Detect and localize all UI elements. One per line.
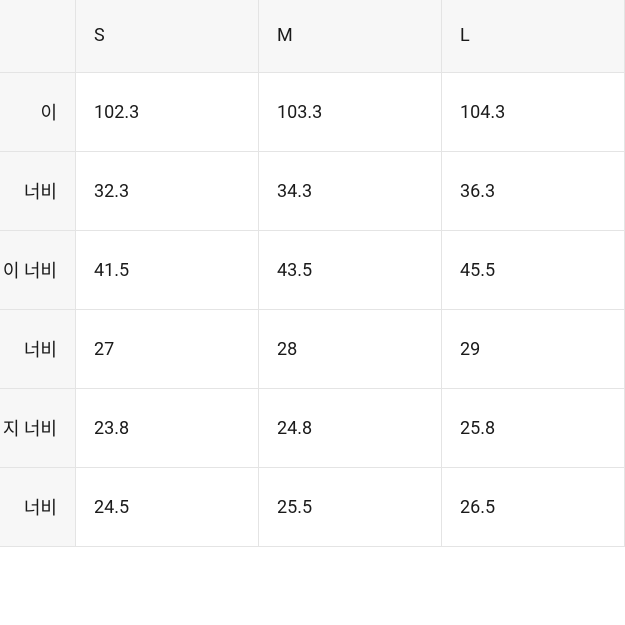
row-label: 너비 (0, 468, 76, 547)
size-chart-table: S M L 이 102.3 103.3 104.3 너비 32.3 34.3 3… (0, 0, 625, 547)
table-row: 너비 27 28 29 (0, 310, 625, 389)
cell-value: 27 (76, 310, 259, 389)
cell-value: 104.3 (442, 73, 625, 152)
header-size-m: M (259, 0, 442, 73)
header-blank (0, 0, 76, 73)
cell-value: 23.8 (76, 389, 259, 468)
row-label: 지 너비 (0, 389, 76, 468)
table-row: 지 너비 23.8 24.8 25.8 (0, 389, 625, 468)
cell-value: 36.3 (442, 152, 625, 231)
header-size-l: L (442, 0, 625, 73)
cell-value: 28 (259, 310, 442, 389)
cell-value: 26.5 (442, 468, 625, 547)
table-row: 너비 24.5 25.5 26.5 (0, 468, 625, 547)
cell-value: 41.5 (76, 231, 259, 310)
cell-value: 32.3 (76, 152, 259, 231)
table-row: 이 102.3 103.3 104.3 (0, 73, 625, 152)
header-size-s: S (76, 0, 259, 73)
row-label: 이 너비 (0, 231, 76, 310)
table-header-row: S M L (0, 0, 625, 73)
cell-value: 34.3 (259, 152, 442, 231)
cell-value: 45.5 (442, 231, 625, 310)
cell-value: 29 (442, 310, 625, 389)
row-label: 너비 (0, 310, 76, 389)
cell-value: 24.5 (76, 468, 259, 547)
table-row: 이 너비 41.5 43.5 45.5 (0, 231, 625, 310)
cell-value: 102.3 (76, 73, 259, 152)
cell-value: 25.5 (259, 468, 442, 547)
table-row: 너비 32.3 34.3 36.3 (0, 152, 625, 231)
row-label: 너비 (0, 152, 76, 231)
cell-value: 25.8 (442, 389, 625, 468)
cell-value: 24.8 (259, 389, 442, 468)
cell-value: 43.5 (259, 231, 442, 310)
cell-value: 103.3 (259, 73, 442, 152)
row-label: 이 (0, 73, 76, 152)
